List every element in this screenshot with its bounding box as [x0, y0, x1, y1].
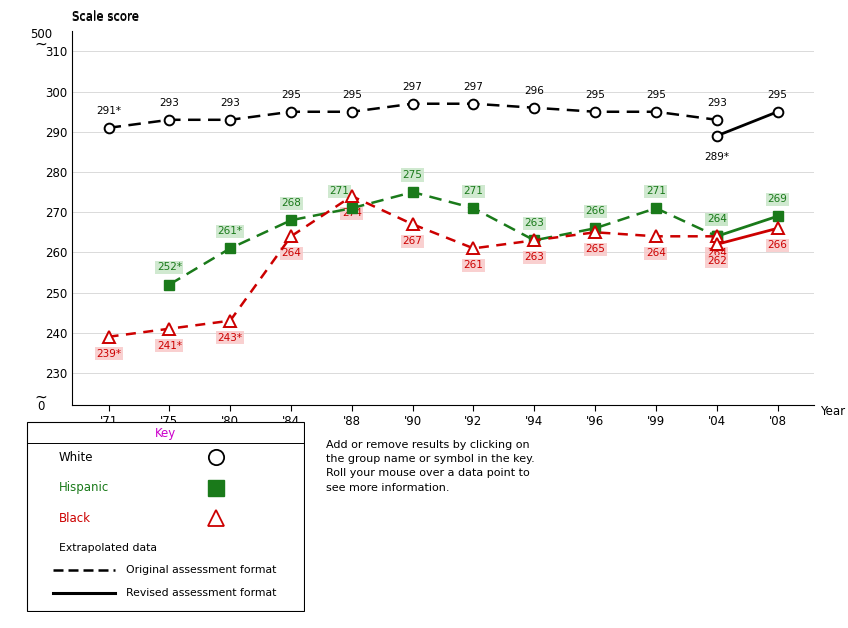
Text: ~: ~ — [34, 36, 47, 51]
Text: 262: 262 — [707, 256, 727, 266]
Text: 289*: 289* — [705, 152, 729, 162]
Text: Black: Black — [59, 512, 91, 525]
Text: 261: 261 — [464, 261, 483, 271]
Text: 297: 297 — [464, 82, 483, 92]
Text: 264: 264 — [281, 248, 301, 258]
Text: 266: 266 — [585, 206, 605, 216]
Text: 295: 295 — [767, 90, 788, 100]
Text: 261*: 261* — [218, 226, 243, 236]
Text: 243*: 243* — [218, 333, 243, 343]
Text: ~: ~ — [34, 389, 47, 404]
Text: Scale score: Scale score — [72, 11, 139, 23]
Text: 268: 268 — [281, 198, 301, 208]
Text: 271: 271 — [646, 186, 666, 196]
Text: 252*: 252* — [157, 263, 181, 273]
Text: 0: 0 — [37, 400, 44, 413]
Text: Original assessment format: Original assessment format — [126, 565, 276, 575]
Text: 295: 295 — [342, 90, 362, 100]
Text: 291*: 291* — [96, 106, 121, 116]
Text: 271: 271 — [464, 186, 483, 196]
Text: 263: 263 — [524, 219, 544, 228]
Text: Year: Year — [820, 405, 845, 418]
Text: Extrapolated data: Extrapolated data — [59, 543, 157, 553]
Text: 264: 264 — [707, 214, 727, 224]
FancyBboxPatch shape — [27, 422, 304, 611]
Text: 267: 267 — [403, 236, 422, 246]
Text: Revised assessment format: Revised assessment format — [126, 588, 276, 598]
Text: 274: 274 — [342, 208, 362, 218]
Text: 269: 269 — [767, 194, 788, 204]
Text: Hispanic: Hispanic — [59, 481, 109, 494]
Text: Add or remove results by clicking on
the group name or symbol in the key.
Roll y: Add or remove results by clicking on the… — [326, 440, 535, 493]
Text: 263: 263 — [524, 252, 544, 263]
Text: 271: 271 — [330, 186, 349, 196]
Text: 293: 293 — [159, 98, 179, 108]
Text: White: White — [59, 451, 93, 463]
Text: 293: 293 — [707, 98, 727, 108]
Text: Key: Key — [154, 426, 176, 440]
Text: 266: 266 — [767, 241, 788, 251]
Text: 264: 264 — [707, 214, 727, 224]
Text: 297: 297 — [403, 82, 422, 92]
Text: 295: 295 — [281, 90, 301, 100]
Text: 275: 275 — [403, 170, 422, 180]
Text: 264: 264 — [646, 248, 666, 258]
Text: 500: 500 — [30, 28, 52, 41]
Text: 296: 296 — [524, 85, 544, 95]
Text: 295: 295 — [646, 90, 666, 100]
Text: 239*: 239* — [96, 349, 121, 359]
Text: 295: 295 — [585, 90, 605, 100]
Text: 241*: 241* — [157, 341, 181, 351]
Text: Scale score: Scale score — [72, 11, 139, 24]
Text: 293: 293 — [220, 98, 240, 108]
Text: 265: 265 — [585, 244, 605, 254]
Text: 264: 264 — [707, 248, 727, 258]
